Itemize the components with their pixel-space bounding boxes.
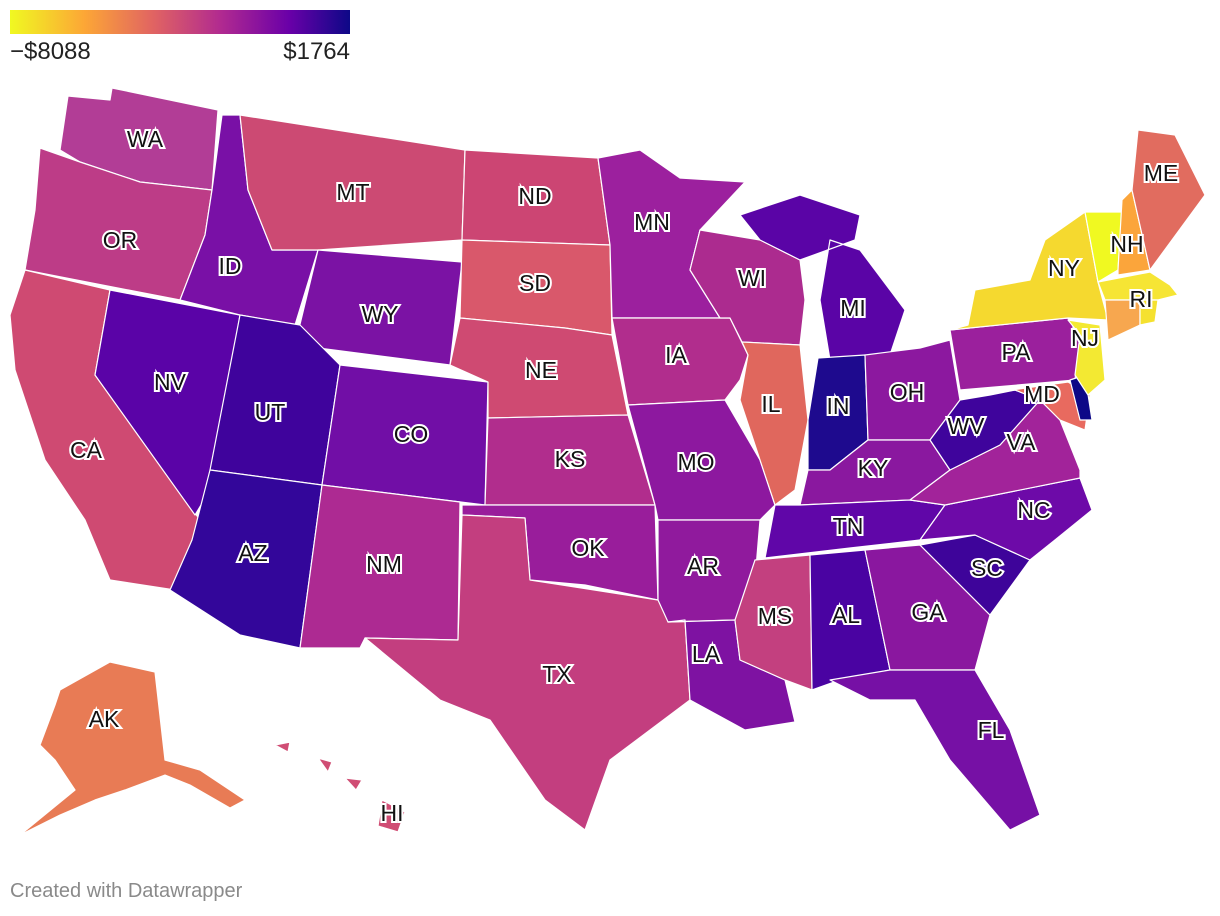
state-label-pa: PA <box>1002 339 1032 365</box>
legend-min-label: −$8088 <box>10 38 91 65</box>
credit-text: Created with Datawrapper <box>10 880 243 902</box>
state-label-ga: GA <box>911 599 945 625</box>
state-label-nv: NV <box>154 369 187 395</box>
state-label-tx: TX <box>542 661 571 687</box>
state-label-mi: MI <box>840 295 866 321</box>
state-label-az: AZ <box>238 540 267 566</box>
state-me[interactable] <box>1131 129 1206 271</box>
state-label-il: IL <box>761 391 780 417</box>
state-ri[interactable] <box>1139 299 1159 326</box>
state-label-wa: WA <box>127 126 164 152</box>
state-label-ok: OK <box>571 535 605 561</box>
state-label-fl: FL <box>978 717 1005 743</box>
state-label-nm: NM <box>366 551 402 577</box>
state-label-nh: NH <box>1110 231 1143 257</box>
state-ga[interactable] <box>864 544 991 671</box>
state-label-mt: MT <box>336 179 369 205</box>
state-label-co: CO <box>394 421 429 447</box>
state-label-ar: AR <box>687 553 719 579</box>
state-label-va: VA <box>1007 429 1037 455</box>
state-label-md: MD <box>1024 381 1060 407</box>
state-label-tn: TN <box>833 513 864 539</box>
state-label-wv: WV <box>947 413 985 439</box>
state-fl[interactable] <box>829 669 1041 831</box>
state-mo[interactable] <box>627 399 776 521</box>
state-label-mn: MN <box>634 209 670 235</box>
state-label-sd: SD <box>519 270 551 296</box>
state-ny[interactable] <box>949 211 1109 331</box>
legend-max-label: $1764 <box>283 38 350 65</box>
state-label-ms: MS <box>758 603 793 629</box>
state-label-or: OR <box>103 227 138 253</box>
state-hi[interactable] <box>274 741 406 833</box>
state-label-ut: UT <box>255 399 286 425</box>
state-label-wy: WY <box>361 301 398 327</box>
state-nj[interactable] <box>1067 319 1106 396</box>
state-tx[interactable] <box>364 514 691 831</box>
state-nh[interactable] <box>1117 189 1151 276</box>
state-label-ca: CA <box>70 437 103 463</box>
state-label-mo: MO <box>677 449 714 475</box>
state-label-ne: NE <box>525 357 557 383</box>
state-label-ri: RI <box>1130 286 1153 312</box>
state-label-oh: OH <box>890 379 925 405</box>
state-label-sc: SC <box>971 555 1003 581</box>
state-label-nj: NJ <box>1071 325 1099 351</box>
state-label-nd: ND <box>518 183 551 209</box>
color-legend-bar <box>10 10 350 34</box>
state-label-in: IN <box>827 393 850 419</box>
state-label-ks: KS <box>555 446 586 472</box>
state-label-me: ME <box>1144 160 1179 186</box>
state-label-ny: NY <box>1048 255 1080 281</box>
state-label-la: LA <box>692 641 721 667</box>
state-label-ia: IA <box>665 342 687 368</box>
state-label-hi: HI <box>381 800 404 826</box>
us-choropleth-map: WA OR CA NV ID MT WY UT AZ CO NM ND SD N… <box>9 87 1206 836</box>
state-label-ak: AK <box>89 706 120 732</box>
state-label-nc: NC <box>1017 497 1050 523</box>
state-ak[interactable] <box>19 661 246 836</box>
state-label-al: AL <box>832 602 860 628</box>
state-label-ky: KY <box>858 455 889 481</box>
state-label-id: ID <box>219 253 242 279</box>
state-label-wi: WI <box>738 265 766 291</box>
